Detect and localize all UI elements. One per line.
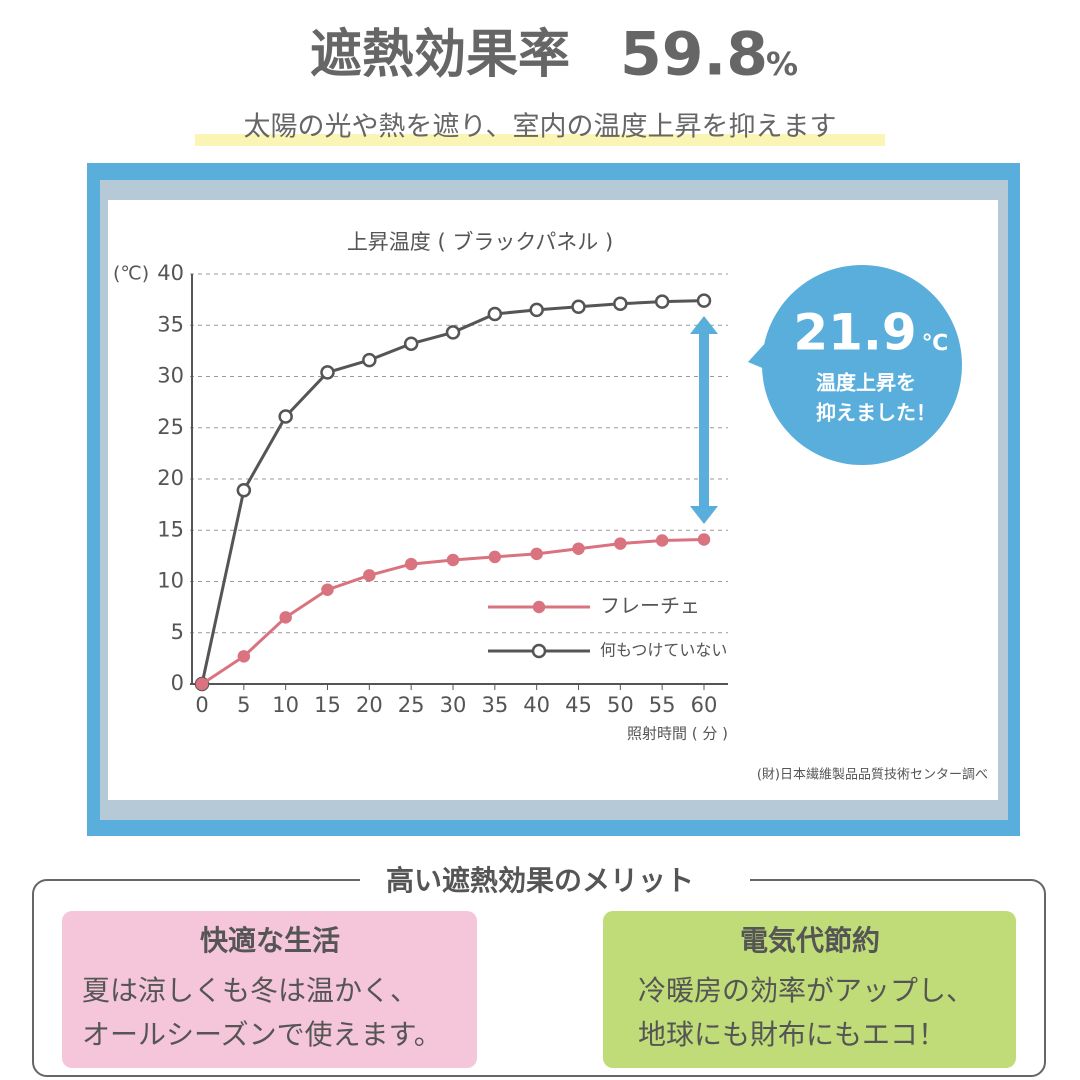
card [603, 911, 1016, 1068]
card-title: 電気代節約 [740, 924, 880, 957]
merits-heading: 高い遮熱効果のメリット [386, 864, 694, 897]
arrow [690, 316, 718, 524]
x-tick-label: 60 [691, 693, 718, 717]
subtitle: 太陽の光や熱を遮り、室内の温度上昇を抑えます [244, 112, 837, 143]
point [320, 365, 335, 380]
callout-unit: ℃ [922, 331, 949, 356]
x-tick-label: 15 [314, 693, 341, 717]
card-text: オールシーズンで使えます。 [82, 1018, 442, 1051]
point [278, 409, 293, 424]
point [404, 557, 418, 571]
point [529, 302, 544, 318]
x-tick-label: 30 [440, 693, 467, 717]
callout-text: 抑えました！ [816, 401, 936, 425]
y-tick-label: 30 [157, 364, 184, 388]
point [487, 306, 503, 322]
x-tick-label: 25 [398, 693, 425, 717]
point [446, 553, 460, 567]
x-tick-label: 55 [649, 693, 676, 717]
point [321, 583, 334, 596]
y-tick-label: 0 [171, 671, 184, 695]
title: 遮熱効果率 [310, 25, 570, 85]
point [696, 293, 712, 308]
point [488, 550, 502, 564]
legend-marker [531, 643, 547, 659]
y-tick-label: 40 [157, 261, 184, 285]
y-tick-label: 25 [157, 415, 184, 439]
x-tick-label: 45 [565, 693, 592, 717]
point [613, 296, 628, 311]
y-tick-label: 15 [157, 517, 184, 541]
callout-value: 21.9 [793, 304, 916, 362]
card-title: 快適な生活 [200, 924, 340, 957]
point [445, 325, 461, 340]
x-tick-label: 35 [481, 693, 508, 717]
legend-marker [532, 600, 546, 614]
source: (財)日本繊維製品品質技術センター調べ [757, 767, 988, 783]
highlight [195, 134, 885, 146]
point [403, 336, 419, 351]
point [697, 533, 711, 546]
point [236, 483, 252, 498]
chart-title: 上昇温度 ( ブラックパネル ) [347, 230, 613, 254]
rate: 59.8 [620, 20, 768, 90]
heading-bg [360, 866, 750, 896]
point [195, 677, 209, 691]
x-tick-label: 10 [272, 693, 299, 717]
y-tick-label: 35 [157, 312, 184, 336]
point [530, 547, 543, 561]
point [572, 542, 585, 555]
x-tick-label: 20 [356, 693, 383, 717]
legend-label: フレーチェ [600, 594, 700, 618]
callout-bubble [762, 265, 962, 465]
card-text: 冷暖房の効率がアップし、 [638, 974, 974, 1007]
point [614, 537, 627, 550]
point [571, 299, 586, 315]
x-tick-label: 50 [607, 693, 634, 717]
chart: 上昇温度 ( ブラックパネル ) (℃) 0 5 10 15 20 25 30 35 40 0 5 10 1… [113, 230, 988, 783]
callout-text: 温度上昇を [816, 371, 916, 395]
x-tick-label: 5 [237, 693, 250, 717]
point [363, 569, 376, 582]
point [237, 650, 251, 663]
point [279, 611, 292, 624]
y-tick-label: 5 [171, 620, 184, 644]
y-unit: (℃) [113, 263, 149, 285]
card [62, 911, 477, 1068]
y-tick-label: 10 [157, 569, 184, 593]
card-text: 夏は涼しくも冬は温かく、 [82, 974, 418, 1007]
point [362, 352, 377, 368]
rate-unit: % [766, 45, 798, 83]
y-tick-label: 20 [157, 466, 184, 490]
x-tick-label: 40 [523, 693, 550, 717]
callout-tail [748, 340, 772, 372]
point [654, 294, 670, 309]
point [655, 534, 669, 547]
x-label: 照射時間 ( 分 ) [627, 725, 728, 743]
card-text: 地球にも財布にもエコ！ [638, 1018, 946, 1051]
legend-label: 何もつけていない [600, 641, 727, 660]
x-tick-label: 0 [195, 693, 208, 717]
